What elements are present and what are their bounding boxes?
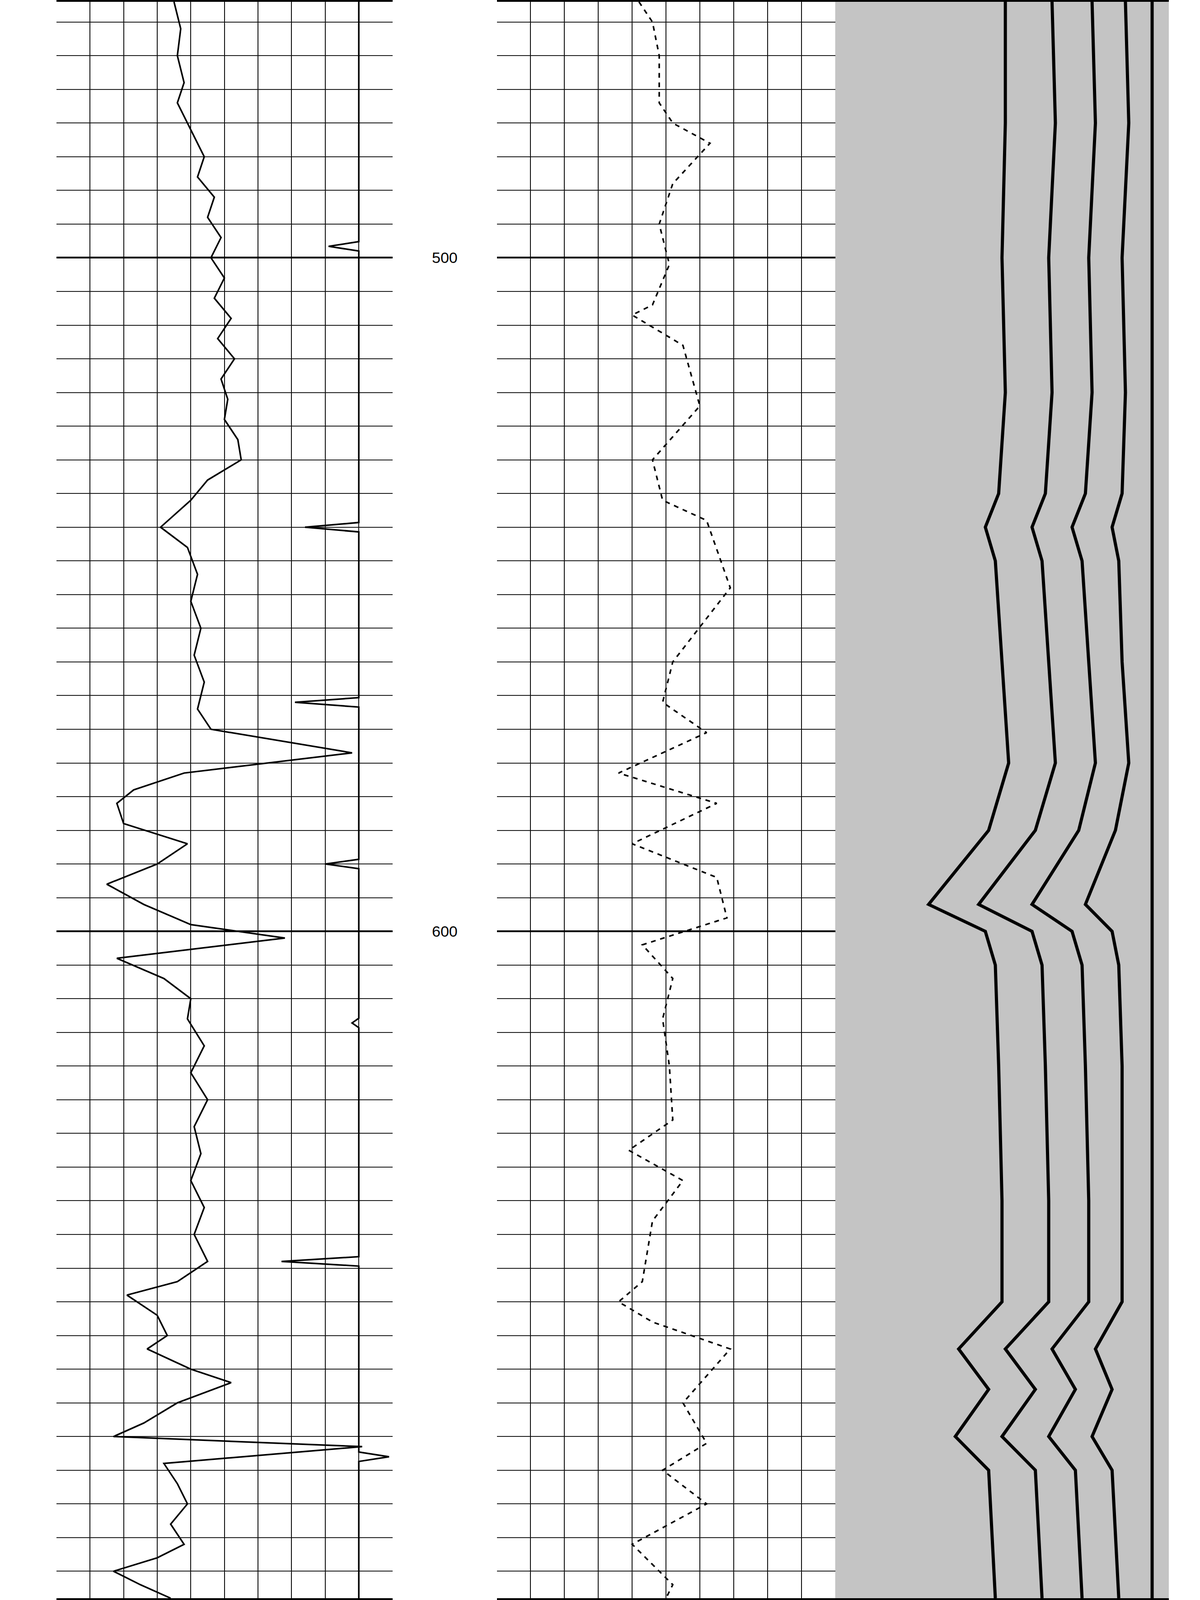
svg-text:600: 600 bbox=[431, 922, 458, 940]
svg-text:500: 500 bbox=[431, 248, 458, 267]
